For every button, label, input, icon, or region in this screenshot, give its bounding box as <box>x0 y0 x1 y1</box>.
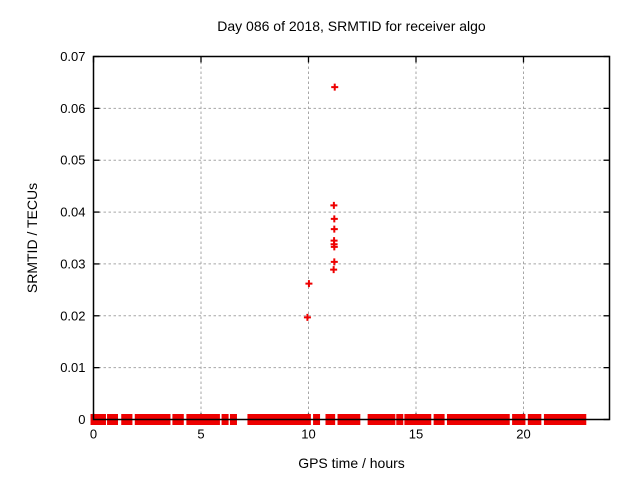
x-tick-label: 20 <box>516 427 530 442</box>
plot-border <box>92 55 611 421</box>
chart-title: Day 086 of 2018, SRMTID for receiver alg… <box>217 18 486 34</box>
x-axis-title: GPS time / hours <box>298 455 405 471</box>
y-tick-label: 0.03 <box>60 256 85 271</box>
y-tick-label: 0.02 <box>60 308 85 323</box>
y-tick-label: 0.06 <box>60 101 85 116</box>
data-point-marker <box>330 201 338 209</box>
data-point-marker <box>330 237 338 245</box>
data-point-marker <box>331 83 339 91</box>
data-point-marker <box>330 215 338 223</box>
data-point-marker <box>303 313 311 321</box>
y-tick-label: 0.05 <box>60 153 85 168</box>
data-point-marker <box>305 280 313 288</box>
y-tick-label: 0.04 <box>60 205 85 220</box>
x-tick-label: 0 <box>90 427 97 442</box>
data-point-marker <box>330 266 338 274</box>
data-point-marker <box>330 258 338 266</box>
data-point-marker <box>330 225 338 233</box>
y-tick-label: 0.07 <box>60 49 85 64</box>
y-tick-label: 0.01 <box>60 360 85 375</box>
y-tick-label: 0 <box>78 412 85 427</box>
x-tick-label: 5 <box>197 427 204 442</box>
x-tick-label: 10 <box>301 427 315 442</box>
x-tick-label: 15 <box>409 427 423 442</box>
